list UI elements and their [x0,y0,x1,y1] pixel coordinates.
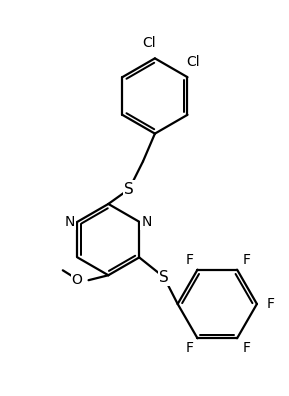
Text: S: S [159,270,169,285]
Text: F: F [243,253,251,267]
Text: S: S [124,182,134,196]
Text: F: F [267,297,275,311]
Text: F: F [186,253,194,267]
Text: S: S [124,182,134,196]
Text: S: S [159,270,169,285]
Text: Cl: Cl [187,55,200,69]
Text: N: N [64,215,75,229]
Text: O: O [72,273,83,287]
Text: F: F [243,341,251,355]
Text: N: N [141,215,152,229]
Text: Cl: Cl [142,36,156,50]
Text: F: F [186,341,194,355]
